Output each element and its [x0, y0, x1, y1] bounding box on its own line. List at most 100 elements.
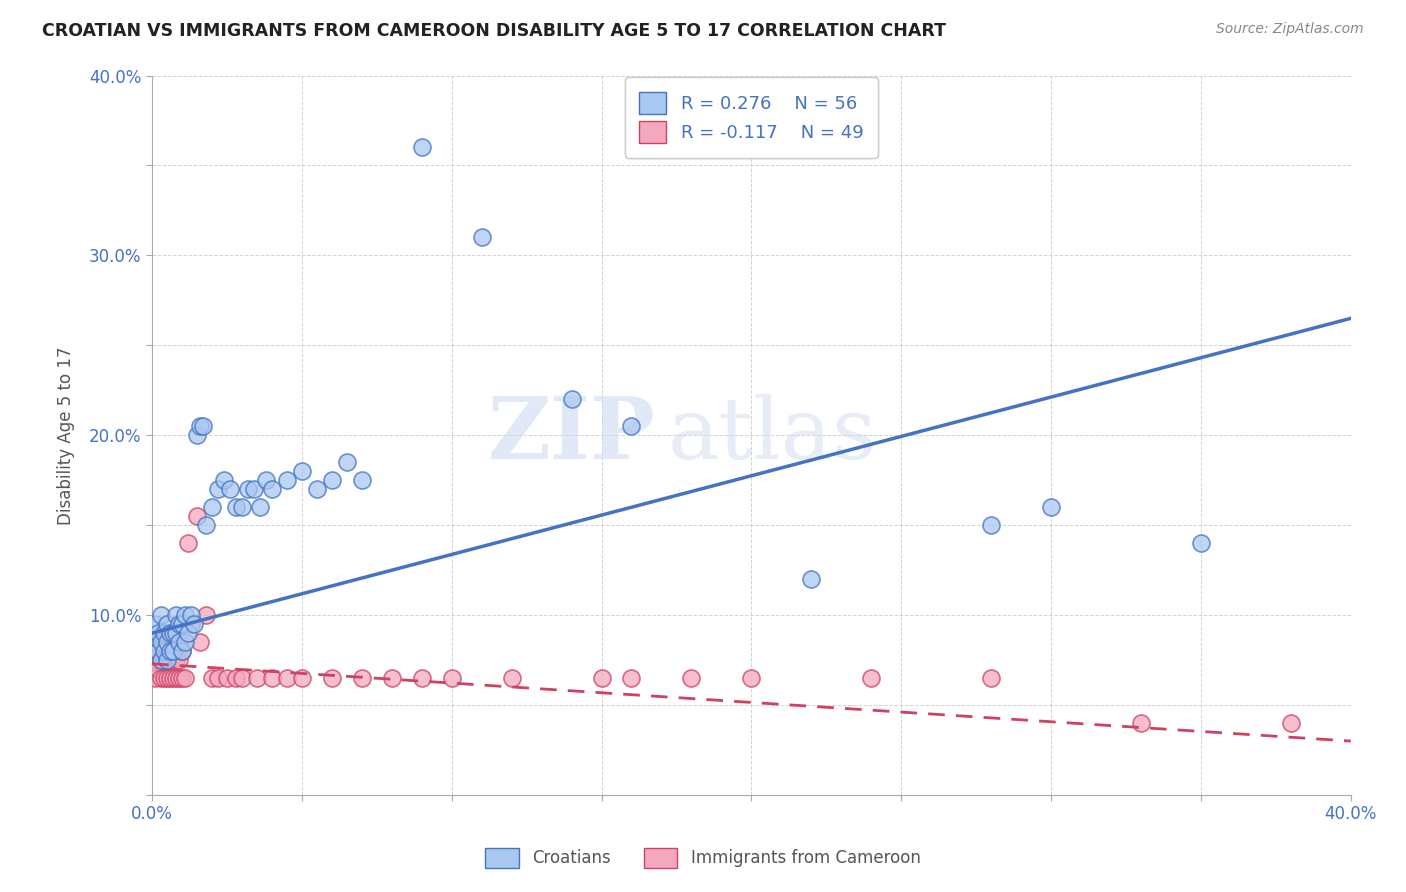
Point: [170, 644, 193, 658]
Point: [740, 671, 762, 685]
Point: [177, 536, 200, 550]
Point: [260, 671, 283, 685]
Point: [243, 482, 266, 496]
Point: [146, 644, 169, 658]
Point: [165, 671, 187, 685]
Point: [162, 626, 184, 640]
Point: [174, 608, 197, 623]
Point: [159, 653, 181, 667]
Point: [188, 635, 211, 649]
Point: [194, 518, 217, 533]
Point: [149, 608, 172, 623]
Point: [149, 653, 172, 667]
Point: [149, 635, 172, 649]
Point: [1279, 716, 1302, 731]
Point: [411, 671, 433, 685]
Point: [291, 671, 314, 685]
Point: [165, 653, 187, 667]
Point: [350, 671, 373, 685]
Point: [276, 473, 298, 487]
Text: atlas: atlas: [668, 393, 876, 477]
Point: [153, 671, 176, 685]
Point: [219, 482, 242, 496]
Point: [336, 455, 359, 469]
Text: ZIP: ZIP: [488, 393, 655, 477]
Point: [411, 140, 433, 154]
Point: [167, 617, 190, 632]
Point: [501, 671, 523, 685]
Point: [225, 671, 247, 685]
Point: [1129, 716, 1152, 731]
Point: [149, 671, 172, 685]
Point: [156, 671, 179, 685]
Point: [188, 419, 211, 434]
Point: [350, 473, 373, 487]
Point: [174, 671, 197, 685]
Text: CROATIAN VS IMMIGRANTS FROM CAMEROON DISABILITY AGE 5 TO 17 CORRELATION CHART: CROATIAN VS IMMIGRANTS FROM CAMEROON DIS…: [42, 22, 946, 40]
Legend: R = 0.276    N = 56, R = -0.117    N = 49: R = 0.276 N = 56, R = -0.117 N = 49: [624, 78, 877, 158]
Point: [146, 662, 169, 676]
Point: [381, 671, 404, 685]
Point: [153, 626, 176, 640]
Point: [620, 671, 643, 685]
Y-axis label: Disability Age 5 to 17: Disability Age 5 to 17: [58, 346, 75, 524]
Point: [254, 473, 277, 487]
Point: [321, 671, 343, 685]
Point: [231, 500, 253, 515]
Point: [159, 644, 181, 658]
Point: [146, 644, 169, 658]
Point: [681, 671, 703, 685]
Point: [201, 500, 224, 515]
Point: [180, 608, 202, 623]
Point: [201, 671, 224, 685]
Point: [246, 671, 269, 685]
Point: [231, 671, 253, 685]
Point: [143, 671, 166, 685]
Point: [800, 572, 823, 586]
Point: [186, 509, 208, 524]
Legend: Croatians, Immigrants from Cameroon: Croatians, Immigrants from Cameroon: [478, 841, 928, 875]
Point: [561, 392, 583, 407]
Point: [440, 671, 463, 685]
Point: [177, 626, 200, 640]
Point: [146, 626, 169, 640]
Point: [276, 671, 298, 685]
Point: [236, 482, 259, 496]
Point: [156, 617, 179, 632]
Point: [980, 671, 1002, 685]
Point: [165, 626, 187, 640]
Point: [291, 464, 314, 478]
Point: [143, 617, 166, 632]
Point: [1189, 536, 1212, 550]
Point: [153, 644, 176, 658]
Point: [191, 419, 214, 434]
Point: [153, 644, 176, 658]
Point: [305, 482, 328, 496]
Point: [165, 608, 187, 623]
Point: [620, 419, 643, 434]
Point: [180, 617, 202, 632]
Point: [194, 608, 217, 623]
Point: [183, 617, 205, 632]
Point: [321, 473, 343, 487]
Point: [167, 671, 190, 685]
Point: [156, 653, 179, 667]
Point: [471, 230, 494, 244]
Point: [170, 644, 193, 658]
Point: [167, 635, 190, 649]
Point: [207, 482, 229, 496]
Point: [143, 653, 166, 667]
Point: [980, 518, 1002, 533]
Point: [591, 671, 613, 685]
Point: [212, 473, 235, 487]
Point: [207, 671, 229, 685]
Point: [174, 635, 197, 649]
Point: [1040, 500, 1063, 515]
Point: [162, 644, 184, 658]
Point: [860, 671, 883, 685]
Text: Source: ZipAtlas.com: Source: ZipAtlas.com: [1216, 22, 1364, 37]
Point: [249, 500, 271, 515]
Point: [156, 653, 179, 667]
Point: [162, 671, 184, 685]
Point: [260, 482, 283, 496]
